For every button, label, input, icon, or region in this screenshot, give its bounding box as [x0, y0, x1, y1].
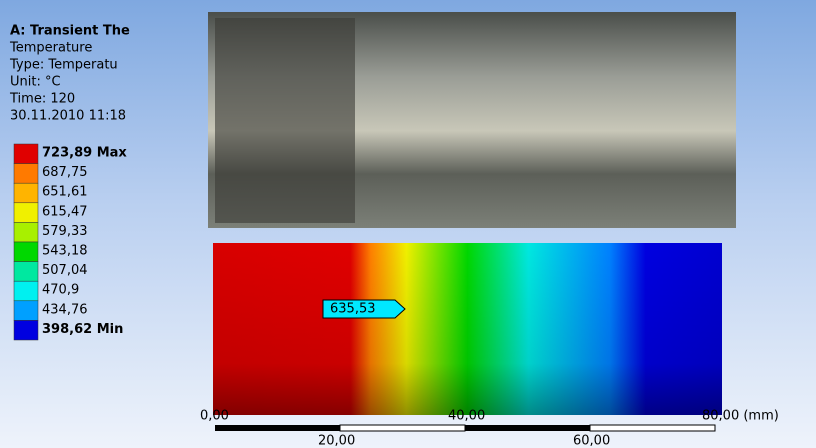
legend-label: 398,62 Min	[42, 322, 123, 337]
legend-label: 579,33	[42, 224, 88, 239]
legend-label: 723,89 Max	[42, 146, 127, 161]
scale-label: 80,00 (mm)	[702, 409, 779, 424]
legend-swatch	[14, 281, 38, 301]
legend-label: 434,76	[42, 302, 88, 317]
header-line: Unit: °C	[10, 75, 61, 90]
probe-label: 635,53	[330, 302, 376, 317]
legend-label: 615,47	[42, 204, 88, 219]
scale-label: 40,00	[448, 409, 485, 424]
header-line: Time: 120	[9, 92, 75, 107]
legend-label: 507,04	[42, 263, 88, 278]
scale-bar	[215, 425, 715, 431]
scale-label: 20,00	[318, 434, 355, 448]
legend-swatch	[14, 183, 38, 203]
header-line: Type: Temperatu	[9, 58, 118, 73]
scale-label: 0,00	[200, 409, 229, 424]
scale-seg	[340, 425, 465, 431]
legend-label: 543,18	[42, 244, 88, 259]
legend-label: 651,61	[42, 185, 88, 200]
screenshot: A: Transient The Temperature Type: Temper…	[0, 0, 816, 448]
legend-label: 687,75	[42, 165, 88, 180]
legend-swatch	[14, 242, 38, 262]
photo-tip	[215, 18, 355, 223]
legend-swatch	[14, 203, 38, 223]
legend-swatch	[14, 222, 38, 242]
probe: 635,53	[323, 300, 405, 318]
scale-seg	[215, 425, 340, 431]
header-title: A: Transient The	[10, 24, 130, 39]
scale-seg	[590, 425, 715, 431]
scale-seg	[465, 425, 590, 431]
viewport: A: Transient The Temperature Type: Temper…	[0, 0, 816, 448]
legend-swatch	[14, 320, 38, 340]
scale-label: 60,00	[573, 434, 610, 448]
header-line: Temperature	[9, 41, 92, 56]
legend-swatch	[14, 301, 38, 321]
legend-swatch	[14, 262, 38, 282]
legend-label: 470,9	[42, 283, 79, 298]
legend-swatch	[14, 164, 38, 184]
legend-swatch	[14, 144, 38, 164]
contour-shade	[213, 243, 722, 415]
header-line: 30.11.2010 11:18	[10, 109, 126, 124]
